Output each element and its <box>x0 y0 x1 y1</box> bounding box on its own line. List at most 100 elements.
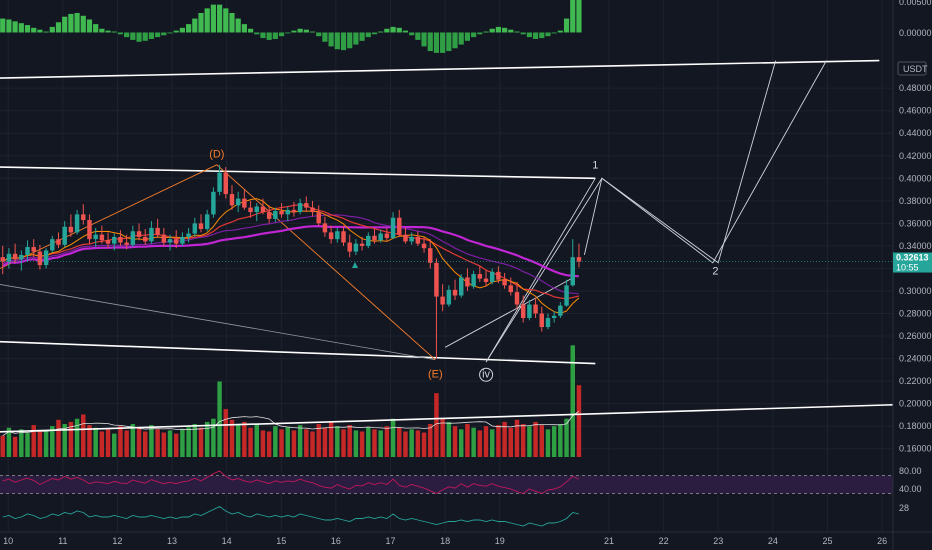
trendline[interactable] <box>0 284 436 361</box>
volume-bar <box>452 426 458 457</box>
candle-body <box>248 207 253 213</box>
candle-body <box>359 243 365 246</box>
candle-body <box>508 285 514 293</box>
macd-bar <box>365 32 371 38</box>
macd-bar <box>204 8 210 33</box>
macd-bar <box>37 29 43 33</box>
channel-line[interactable] <box>444 277 574 348</box>
macd-tick-label: 0.00500 <box>899 0 932 7</box>
wave-label[interactable]: iv <box>482 369 490 381</box>
volume-bar <box>62 424 67 457</box>
volume-bar <box>471 427 476 457</box>
wave-label[interactable]: (D) <box>209 148 224 160</box>
volume-bar <box>37 431 43 457</box>
price-tick-label: 0.40000 <box>899 173 932 183</box>
candle <box>397 209 402 237</box>
macd-bar <box>260 32 266 39</box>
volume-bar <box>384 426 390 457</box>
time-tick-label: 21 <box>604 536 614 546</box>
candle-body <box>310 207 315 213</box>
volume-bar <box>217 381 222 457</box>
macd-bar <box>278 32 285 37</box>
channel-line[interactable] <box>485 178 596 363</box>
candle <box>192 217 198 237</box>
candle <box>180 232 185 246</box>
candle-body <box>266 212 272 219</box>
wave-zigzag[interactable] <box>0 164 436 361</box>
candle-body <box>105 240 111 244</box>
volume-ma-line <box>2 410 580 437</box>
candle-body <box>465 277 470 287</box>
candle <box>155 218 160 239</box>
candle <box>483 270 489 287</box>
candle <box>539 306 545 332</box>
rsi-tick-label: 40.00 <box>899 484 922 494</box>
candle-body <box>446 289 452 305</box>
candle <box>167 234 173 251</box>
candle <box>434 258 439 359</box>
macd-bar <box>235 18 241 33</box>
candle-body <box>570 257 575 286</box>
candle <box>223 167 229 199</box>
candle-body <box>533 304 538 314</box>
macd-bar <box>148 32 155 39</box>
projection-path[interactable] <box>485 60 777 363</box>
price-tick-label: 0.16000 <box>899 444 932 454</box>
macd-bar <box>322 32 328 42</box>
candle <box>359 236 365 251</box>
macd-bar <box>433 32 440 53</box>
current-price-badge-bg <box>893 252 932 273</box>
candle <box>558 302 563 319</box>
macd-bar <box>458 32 464 45</box>
volume-bar <box>93 427 98 457</box>
candle-body <box>285 209 290 215</box>
candle <box>446 285 452 307</box>
price-tick-label: 0.18000 <box>899 421 932 431</box>
volume-bar <box>12 436 18 457</box>
projection-path[interactable] <box>583 60 827 264</box>
volume-bar <box>446 421 452 457</box>
candle <box>347 234 352 258</box>
volume-bar <box>520 424 526 457</box>
candle-body <box>297 203 303 213</box>
candle <box>297 198 303 215</box>
candle-body <box>93 234 98 240</box>
wave-label-circle <box>479 367 494 382</box>
wave-label[interactable]: 2 <box>712 266 718 278</box>
trendline[interactable] <box>0 59 880 79</box>
unit-badge[interactable]: USDT <box>897 61 928 76</box>
macd-bar <box>396 27 402 33</box>
volume-bar <box>359 431 365 457</box>
candle-body <box>143 236 148 242</box>
candle-body <box>322 223 328 233</box>
trendline[interactable] <box>0 166 596 180</box>
candle <box>328 225 334 244</box>
candle <box>211 187 216 218</box>
volume-bar <box>50 426 55 457</box>
macd-bar <box>55 22 62 33</box>
candle <box>564 279 569 307</box>
macd-bar <box>198 12 204 33</box>
volume-bar <box>496 425 501 457</box>
price-tick-label: 0.38000 <box>899 196 932 206</box>
macd-bar <box>173 30 179 33</box>
macd-bar <box>247 28 254 33</box>
macd-bar <box>99 28 105 33</box>
candle-body <box>551 315 557 319</box>
trendlines[interactable] <box>0 59 894 433</box>
candle <box>56 232 61 249</box>
wave-label[interactable]: 1 <box>592 160 598 172</box>
candle <box>266 205 272 224</box>
candle-body <box>87 220 92 240</box>
candle-body <box>576 257 582 262</box>
volume-bar <box>341 429 346 457</box>
trendline[interactable] <box>0 403 894 433</box>
wave-label[interactable]: (E) <box>428 369 443 381</box>
volume-bar <box>204 421 210 457</box>
trendline[interactable] <box>0 340 596 365</box>
candle <box>93 227 98 248</box>
volume-bar <box>248 427 253 457</box>
candle <box>12 243 18 263</box>
candle-body <box>440 296 445 305</box>
